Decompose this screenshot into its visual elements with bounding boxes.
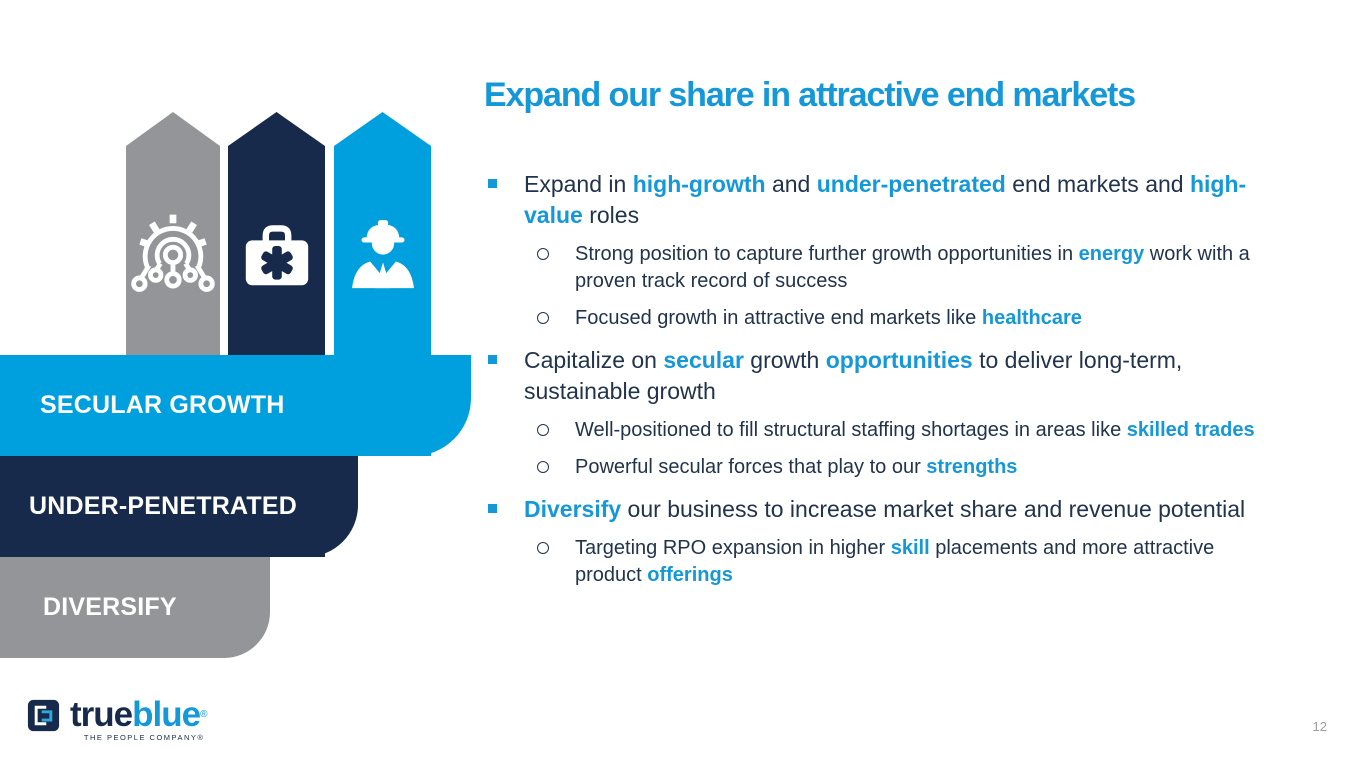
banner-diversify: DIVERSIFY	[0, 557, 270, 658]
body-text: Expand in	[524, 171, 633, 197]
gear-automation-icon	[131, 214, 215, 292]
body-text: our business to increase market share an…	[621, 496, 1246, 522]
square-bullet-icon	[488, 179, 497, 188]
body-text: Powerful secular forces that play to our	[575, 456, 927, 478]
body-text: placements and more attractive product	[575, 537, 1215, 586]
circle-bullet-icon	[537, 424, 549, 436]
bullet-list: Expand in high-growth and under-penetrat…	[484, 169, 1266, 589]
circle-bullet-icon	[537, 542, 549, 554]
body-text: to deliver long-term, sustainable growth	[524, 347, 1183, 404]
trueblue-wordmark: trueblue® THE PEOPLE COMPANY®	[70, 695, 208, 742]
sub-bullet-item: Focused growth in attractive end markets…	[484, 305, 1266, 332]
highlighted-text: offerings	[647, 564, 733, 586]
body-text: roles	[582, 202, 640, 228]
slide-title: Expand our share in attractive end marke…	[484, 76, 1136, 114]
body-text: end markets and	[1005, 171, 1190, 197]
body-text: work with a proven track record of succe…	[575, 243, 1250, 292]
wordmark-blue: blue	[132, 695, 201, 734]
trueblue-logo: trueblue® THE PEOPLE COMPANY®	[27, 695, 208, 742]
page-number: 12	[1312, 719, 1327, 734]
highlighted-text: secular	[663, 347, 744, 373]
bullet-item: Expand in high-growth and under-penetrat…	[484, 169, 1266, 231]
construction-worker-icon	[351, 220, 414, 289]
highlighted-text: healthcare	[981, 307, 1082, 329]
circle-bullet-icon	[537, 461, 549, 473]
sub-bullet-item: Strong position to capture further growt…	[484, 241, 1266, 295]
highlighted-text: opportunities	[825, 347, 973, 373]
medical-briefcase-icon	[245, 225, 308, 286]
slide-content: Expand our share in attractive end marke…	[484, 76, 1266, 589]
banner-secular-growth: SECULAR GROWTH	[0, 355, 471, 456]
banner-label: DIVERSIFY	[43, 593, 177, 621]
square-bullet-icon	[488, 355, 497, 364]
body-text: Strong position to capture further growt…	[575, 243, 1079, 265]
square-bullet-icon	[488, 504, 497, 513]
body-text: Targeting RPO expansion in higher	[575, 537, 891, 559]
registered-mark: ®	[200, 709, 207, 720]
body-text: growth	[743, 347, 826, 373]
highlighted-text: Diversify	[524, 496, 622, 522]
body-text: Focused growth in attractive end markets…	[575, 307, 982, 329]
highlighted-text: high-value	[524, 171, 1247, 228]
logo-tagline: THE PEOPLE COMPANY®	[83, 733, 205, 742]
trueblue-logo-icon	[27, 699, 60, 732]
bullet-item: Capitalize on secular growth opportuniti…	[484, 345, 1266, 407]
banner-under-penetrated: UNDER-PENETRATED	[0, 456, 358, 557]
highlighted-text: skill	[890, 537, 930, 559]
highlighted-text: energy	[1078, 243, 1145, 265]
circle-bullet-icon	[537, 248, 549, 260]
highlighted-text: high-growth	[632, 171, 766, 197]
highlighted-text: under-penetrated	[816, 171, 1006, 197]
body-text: Well-positioned to fill structural staff…	[575, 419, 1127, 441]
sub-bullet-item: Well-positioned to fill structural staff…	[484, 417, 1266, 444]
body-text: and	[765, 171, 817, 197]
wordmark-true: true	[70, 695, 133, 734]
sub-bullet-item: Targeting RPO expansion in higher skill …	[484, 535, 1266, 589]
bullet-item: Diversify our business to increase marke…	[484, 494, 1266, 525]
highlighted-text: skilled trades	[1126, 419, 1255, 441]
banner-label: SECULAR GROWTH	[40, 391, 285, 419]
highlighted-text: strengths	[926, 456, 1018, 478]
sub-bullet-item: Powerful secular forces that play to our…	[484, 454, 1266, 481]
circle-bullet-icon	[537, 312, 549, 324]
banner-label: UNDER-PENETRATED	[29, 492, 298, 520]
body-text: Capitalize on	[524, 347, 664, 373]
